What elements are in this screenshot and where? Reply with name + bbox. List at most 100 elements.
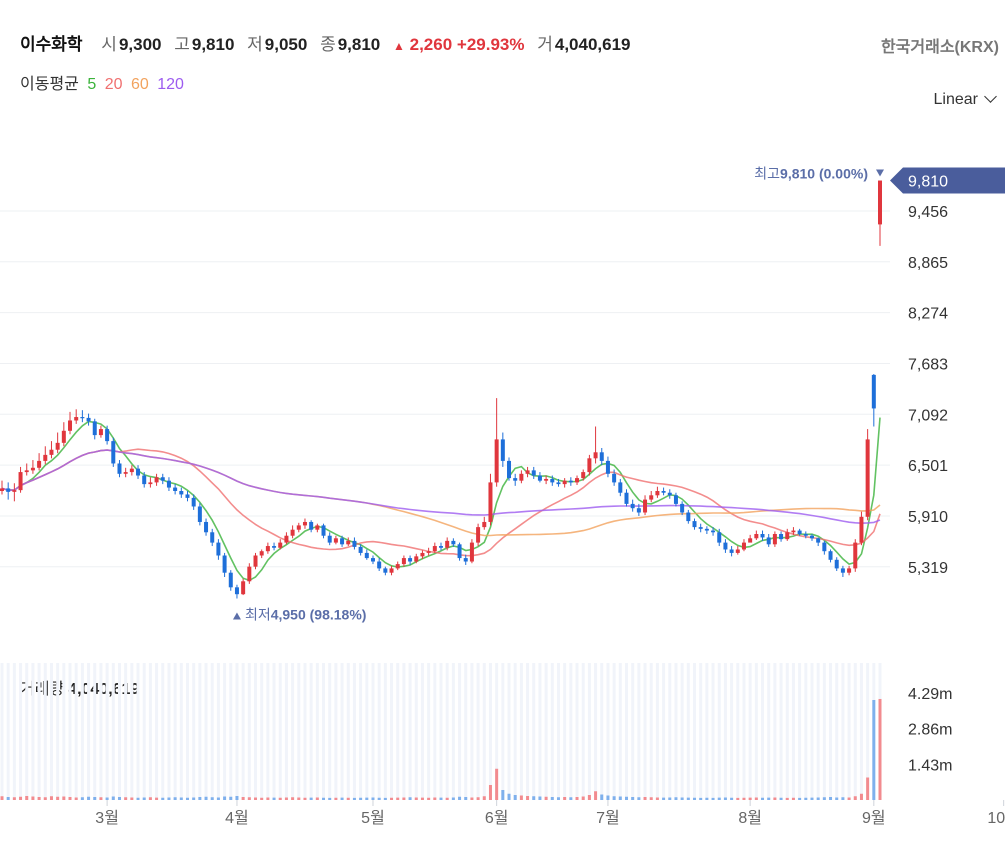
volume-bar: [538, 796, 542, 800]
candle-body: [581, 472, 586, 479]
candle-body: [488, 482, 493, 522]
ma-120-label[interactable]: 120: [157, 76, 184, 93]
volume-bar: [105, 797, 109, 800]
volume-column-bg: [822, 663, 826, 800]
volume-bar: [19, 796, 23, 800]
candle-body: [426, 551, 431, 553]
candle-body: [568, 480, 573, 483]
candle-body: [346, 540, 351, 545]
candle-body: [587, 458, 592, 473]
candle-body: [401, 558, 406, 565]
candle-body: [284, 535, 289, 543]
volume-bar: [6, 797, 10, 800]
volume-column-bg: [303, 663, 307, 800]
candle-body: [531, 470, 536, 476]
volume-column-bg: [680, 663, 684, 800]
candle-body: [476, 527, 481, 543]
volume-column-bg: [6, 663, 10, 800]
quote-header: 이수화학 시 9,300 고 9,810 저 9,050 종 9,810 ▲ 2,260…: [20, 30, 639, 55]
volume-bar: [699, 797, 703, 800]
volume-bar: [80, 797, 84, 800]
candle-body: [222, 555, 227, 573]
volume-column-bg: [439, 663, 443, 800]
candle-body: [358, 546, 363, 553]
volume-bar: [618, 796, 622, 800]
volume-bar: [346, 797, 350, 800]
volume-bar: [526, 796, 530, 800]
low-label: 저: [247, 35, 263, 54]
volume-bar: [340, 797, 344, 800]
candle-body: [593, 452, 598, 459]
volume-bar: [365, 797, 369, 800]
volume-column-bg: [730, 663, 734, 800]
volume-column-bg: [241, 663, 245, 800]
candle-body: [816, 538, 821, 543]
volume-bar: [717, 797, 721, 800]
scale-dropdown[interactable]: Linear: [934, 90, 997, 109]
volume-label: 거: [537, 35, 553, 54]
volume-bar: [637, 797, 641, 800]
volume-column-bg: [328, 663, 332, 800]
volume-bar: [130, 797, 134, 800]
volume-bar: [0, 796, 4, 800]
volume-bar: [686, 797, 690, 800]
volume-column-bg: [581, 663, 585, 800]
price-tick-label: 8,865: [908, 255, 948, 272]
candle-body: [43, 454, 48, 461]
volume-bar: [872, 700, 876, 800]
volume-bar: [711, 797, 715, 800]
volume-column-bg: [693, 663, 697, 800]
volume-bar: [563, 797, 567, 800]
volume-bar: [693, 797, 697, 800]
volume-column-bg: [0, 663, 4, 800]
volume-bar: [111, 796, 115, 800]
volume-column-bg: [105, 663, 109, 800]
current-price-label: 9,810: [908, 174, 948, 191]
candle-body: [809, 535, 814, 539]
volume-column-bg: [835, 663, 839, 800]
candle-body: [871, 374, 876, 409]
volume-bar: [192, 797, 196, 800]
high-value: 9,810: [191, 35, 235, 54]
volume-bar: [235, 796, 239, 800]
volume-column-bg: [402, 663, 406, 800]
candle-body: [692, 521, 697, 528]
candle-body: [136, 468, 141, 476]
candle-body: [686, 512, 691, 522]
volume-column-bg: [210, 663, 214, 800]
volume-column-bg: [49, 663, 53, 800]
candle-body: [111, 441, 116, 464]
volume-column-bg: [136, 663, 140, 800]
candle-body: [661, 491, 666, 493]
volume-column-bg: [624, 663, 628, 800]
volume-bar: [458, 796, 462, 800]
volume-bar: [612, 796, 616, 800]
volume-tick-label: 4.29m: [908, 686, 952, 703]
volume-bar: [93, 797, 97, 800]
volume-bar: [31, 796, 35, 800]
candle-body: [80, 417, 85, 419]
candle-body: [241, 581, 246, 595]
volume-value: 4,040,619: [554, 35, 631, 54]
volume-column-bg: [668, 663, 672, 800]
volume-column-bg: [383, 663, 387, 800]
ma-20-label[interactable]: 20: [104, 76, 123, 93]
volume-bar: [12, 797, 16, 800]
candle-body: [785, 532, 790, 540]
candle-body: [717, 532, 722, 543]
ma-5-label[interactable]: 5: [87, 76, 97, 93]
ma-120-line: [1, 449, 881, 525]
candle-body: [105, 429, 110, 442]
volume-column-bg: [569, 663, 573, 800]
volume-bar: [581, 796, 585, 800]
price-tick-label: 9,456: [908, 204, 948, 221]
candle-body: [519, 473, 524, 481]
ma-60-label[interactable]: 60: [130, 76, 149, 93]
candle-body: [859, 516, 864, 543]
volume-bar: [476, 797, 480, 800]
candle-body: [30, 467, 35, 471]
candle-body: [853, 542, 858, 569]
volume-bar: [260, 797, 264, 800]
volume-column-bg: [699, 663, 703, 800]
